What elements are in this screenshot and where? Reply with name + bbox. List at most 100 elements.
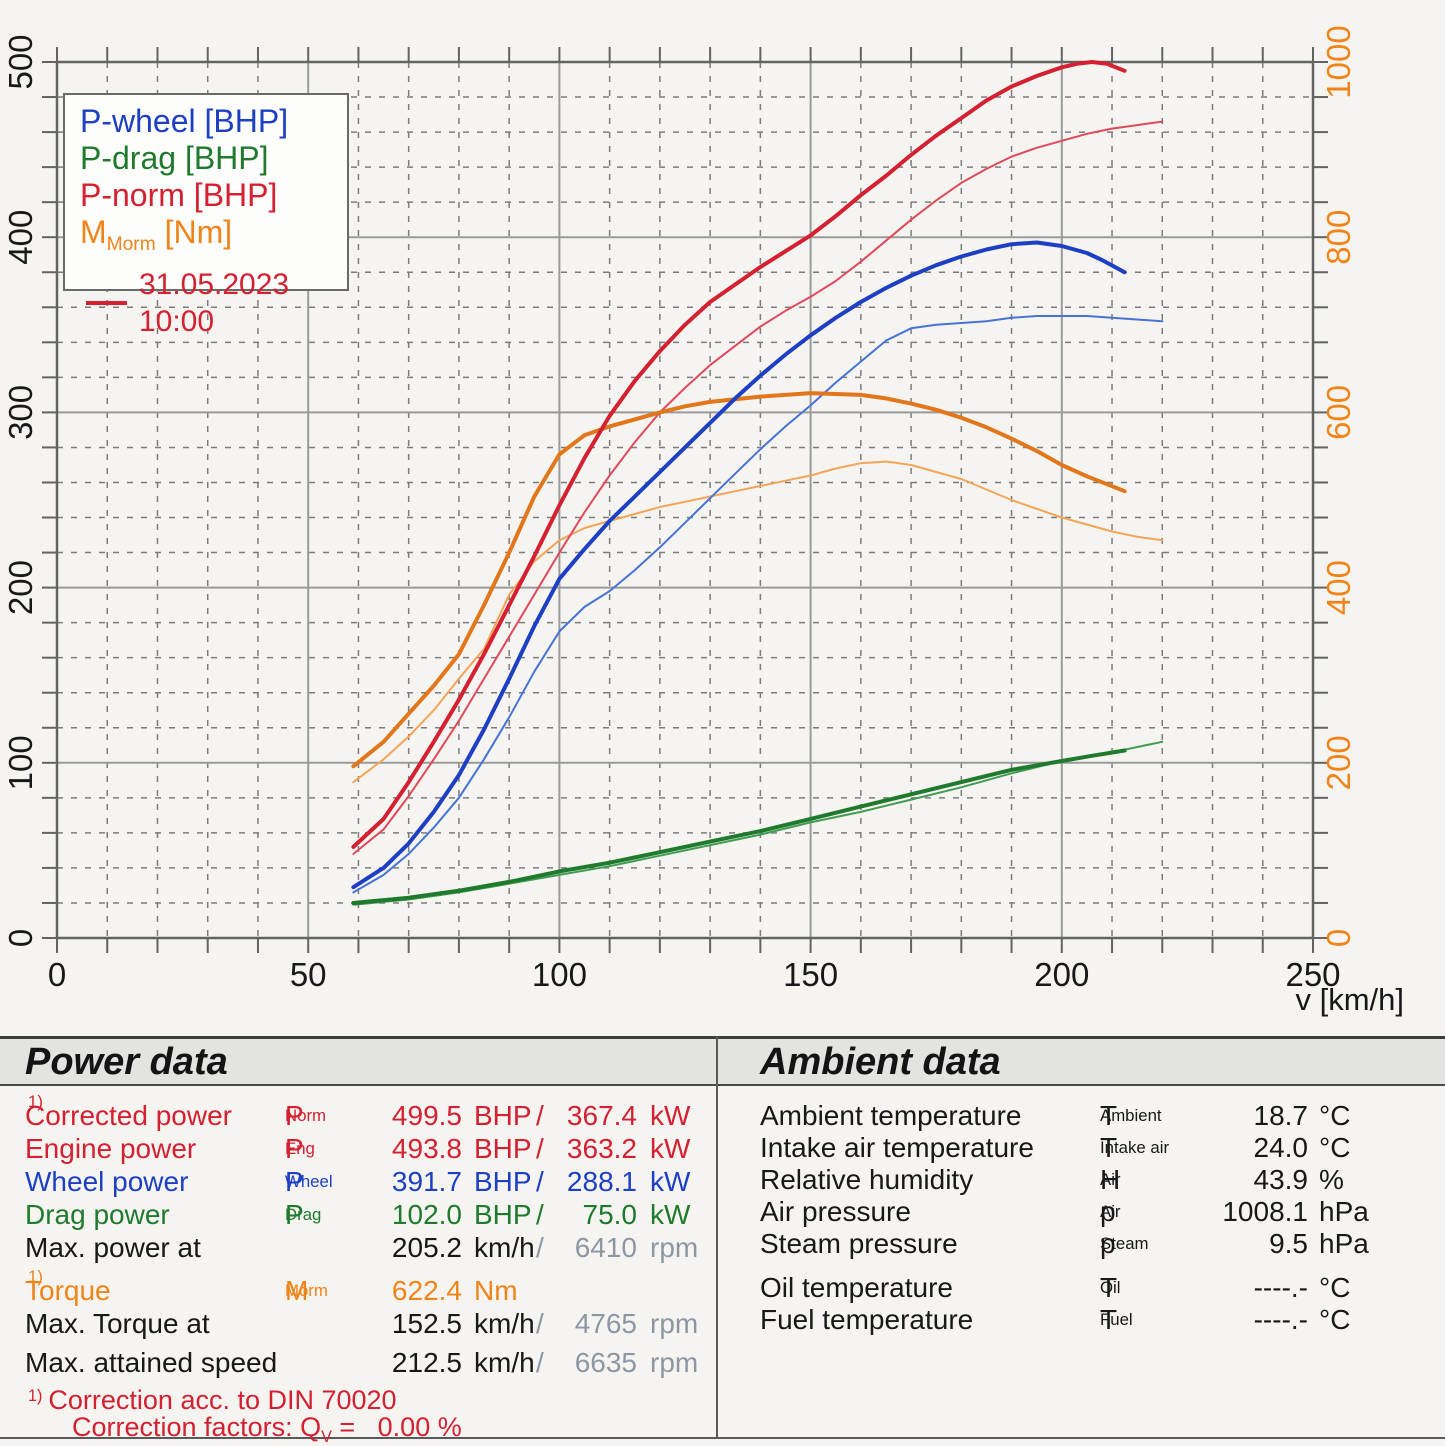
unit-bhp: BHP	[474, 1166, 532, 1197]
power-row-drag: Drag power P Drag 102.0 BHP / 75.0 kW	[25, 1199, 691, 1230]
unit-rpm: rpm	[650, 1308, 699, 1339]
ambient-row-oil-temp: Oil temperature T Oil ----.- °C	[760, 1272, 1351, 1303]
y-left-tick-label: 400	[2, 210, 39, 265]
slash: /	[536, 1100, 544, 1131]
value-kw: 363.2	[566, 1133, 637, 1164]
unit: °C	[1319, 1304, 1351, 1335]
y-right-tick-label: 400	[1320, 560, 1357, 615]
table-divider	[716, 1036, 718, 1438]
slash: /	[536, 1166, 544, 1197]
value-bhp: 102.0	[391, 1199, 462, 1230]
ambient-row-air-pressure: Air pressure p Air 1008.1 hPa	[760, 1196, 1369, 1227]
unit-kw: kW	[650, 1133, 691, 1164]
curve-p-wheel-prev	[352, 315, 1164, 894]
legend-run-date: 31.05.2023 10:00	[138, 268, 290, 338]
value-speed: 152.5	[391, 1308, 462, 1339]
power-data-title: Power data	[25, 1041, 228, 1083]
row-label: Relative humidity	[760, 1164, 974, 1195]
value-bhp: 499.5	[391, 1100, 462, 1131]
value-speed: 205.2	[391, 1232, 462, 1263]
unit-rpm: rpm	[650, 1232, 699, 1263]
unit-rpm: rpm	[650, 1347, 699, 1378]
ambient-row-ambient-temp: Ambient temperature T Ambient 18.7 °C	[760, 1100, 1351, 1131]
row-label: Steam pressure	[760, 1228, 958, 1259]
footnote-marker: 1)	[28, 1091, 43, 1111]
footnote-din: 1) Correction acc. to DIN 70020	[28, 1385, 397, 1415]
legend-run-line-swatch	[86, 301, 127, 305]
unit-kw: kW	[650, 1100, 691, 1131]
curve-p-drag	[351, 748, 1127, 905]
row-label: Max. power at	[25, 1232, 201, 1263]
unit-kw: kW	[650, 1166, 691, 1197]
ambient-row-intake-temp: Intake air temperature T Intake air 24.0 …	[760, 1132, 1351, 1163]
row-label: Max. Torque at	[25, 1308, 210, 1339]
unit-bhp: BHP	[474, 1199, 532, 1230]
y-left-tick-label: 200	[2, 560, 39, 615]
table-header-band	[0, 1036, 1445, 1086]
footnote-correction-factors: Correction factors: QV = 0.00 %	[72, 1412, 462, 1446]
power-row-engine: Engine power P Eng 493.8 BHP / 363.2 kW	[25, 1133, 691, 1164]
x-tick-label: 250	[1285, 956, 1340, 993]
ambient-row-fuel-temp: Fuel temperature T Fuel ----.- °C	[760, 1304, 1351, 1335]
value-bhp: 391.7	[391, 1166, 462, 1197]
legend-label-p-drag: P-drag [BHP]	[80, 140, 269, 176]
y-right-tick-label: 200	[1320, 735, 1357, 790]
y-left-tick-label: 500	[2, 34, 39, 89]
x-tick-label: 150	[783, 956, 838, 993]
value-kw: 367.4	[566, 1100, 637, 1131]
legend-item-p-wheel: P-wheel [BHP]	[80, 103, 347, 140]
curve-p-norm-prev	[352, 120, 1164, 855]
unit: °C	[1319, 1100, 1351, 1131]
unit-nm: Nm	[474, 1275, 518, 1306]
power-row-max-speed: Max. attained speed 212.5 km/h / 6635 rp…	[0, 1347, 1445, 1379]
legend-item-p-norm: P-norm [BHP]	[80, 177, 347, 214]
y-right-tick-label: 0	[1320, 929, 1357, 947]
legend-label-torque-sub: Morm	[106, 233, 156, 255]
row-label: Drag power	[25, 1199, 170, 1230]
plot-frame	[55, 60, 1315, 940]
unit-kmh: km/h	[474, 1232, 535, 1263]
table-bottom-border	[0, 1437, 1445, 1439]
value-rpm: 6410	[574, 1232, 637, 1263]
unit-kmh: km/h	[474, 1308, 535, 1339]
value-nm: 622.4	[391, 1275, 462, 1306]
footnote-marker: 1)	[28, 1266, 43, 1286]
slash: /	[536, 1232, 544, 1263]
value: 43.9	[1253, 1164, 1309, 1195]
unit: %	[1319, 1164, 1344, 1195]
row-label: Torque	[25, 1275, 111, 1306]
row-label: Oil temperature	[760, 1272, 953, 1303]
x-tick-label: 100	[532, 956, 587, 993]
x-tick-label: 200	[1034, 956, 1089, 993]
power-row-wheel: Wheel power P Wheel 391.7 BHP / 288.1 kW	[25, 1166, 691, 1197]
unit-kw: kW	[650, 1199, 691, 1230]
curve-p-norm	[351, 60, 1127, 849]
y-left-tick-label: 100	[2, 735, 39, 790]
curve-p-wheel	[351, 240, 1127, 890]
legend-label-p-wheel: P-wheel [BHP]	[80, 103, 289, 139]
legend-label-p-norm: P-norm [BHP]	[80, 177, 278, 213]
value: ----.-	[1253, 1304, 1308, 1335]
ambient-row-humidity: Relative humidity H Air 43.9 %	[760, 1164, 1344, 1195]
row-label: Air pressure	[760, 1196, 911, 1227]
value: ----.-	[1253, 1272, 1308, 1303]
curve-torque-prev	[352, 460, 1164, 784]
x-tick-label: 50	[290, 956, 327, 993]
ambient-data-title: Ambient data	[760, 1041, 1001, 1083]
unit: °C	[1319, 1272, 1351, 1303]
x-tick-label: 0	[48, 956, 66, 993]
value-kw: 288.1	[566, 1166, 637, 1197]
slash: /	[536, 1347, 544, 1378]
y-left-tick-label: 300	[2, 385, 39, 440]
legend-item-p-drag: P-drag [BHP]	[80, 140, 347, 177]
y-right-tick-label: 1000	[1320, 25, 1357, 98]
y-right-tick-label: 600	[1320, 385, 1357, 440]
y-right-tick-label: 800	[1320, 210, 1357, 265]
curve-torque	[351, 391, 1127, 769]
legend-run-entry: 31.05.2023 10:00	[80, 266, 347, 340]
unit-bhp: BHP	[474, 1100, 532, 1131]
chart-area: 0 50 100 150 200 250 0 100 200 300 400 500 0 200 400 60…	[2, 25, 1404, 1017]
legend-item-torque: MMorm [Nm]	[80, 214, 347, 256]
row-label: Max. attained speed	[25, 1347, 278, 1378]
